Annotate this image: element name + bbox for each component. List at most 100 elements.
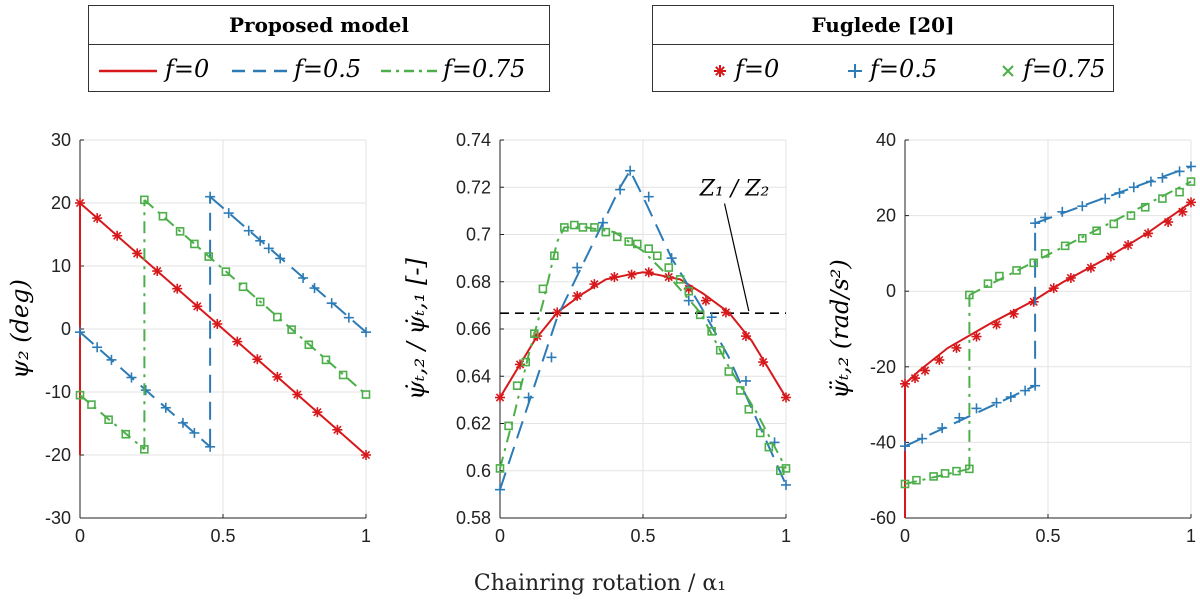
panel3-series-f05-marker-9 <box>1030 218 1041 229</box>
legend-label-model-f0: f=0 <box>165 55 210 83</box>
panel1-series-f05-marker-17 <box>326 298 337 309</box>
panel1-series-f05-marker-15 <box>298 272 309 283</box>
panel1-series-f075-marker-13 <box>273 312 282 322</box>
panel2-series-f0-line-0 <box>499 271 787 399</box>
panel3-series-f075-marker-3 <box>940 469 950 478</box>
panel2-series-f05-marker-9 <box>683 295 694 306</box>
panel2-y-tick-label-2: 0.62 <box>456 414 491 434</box>
panel1-series-f075-marker-16 <box>321 355 331 365</box>
panel3-series-f05-marker-17 <box>1157 172 1168 183</box>
panel3-series-f0-marker-11 <box>1085 262 1096 273</box>
legend-plus-icon <box>848 64 862 78</box>
panel2-series-f0-marker-8 <box>643 267 654 278</box>
panel3-series-f075-marker-17 <box>1140 202 1150 212</box>
panel2-y-tick-label-4: 0.66 <box>456 319 491 339</box>
panel3-y-tick-label-5: 40 <box>876 130 896 150</box>
panel2-series-f0-marker-5 <box>589 279 600 290</box>
panel3-series-f05-marker-19 <box>1186 161 1196 172</box>
panel3-series-f075-marker-12 <box>1060 241 1070 251</box>
panel3-series-f05-marker-3 <box>954 412 965 423</box>
panel1-series-f0-marker-1 <box>92 213 103 224</box>
panel3-series-f075-marker-18 <box>1158 194 1167 203</box>
panel3-series-f0-marker-0 <box>900 378 910 389</box>
panel2-series-f0-marker-15 <box>781 392 791 403</box>
panel2-series-f05-marker-1 <box>523 392 534 403</box>
panel2-series-f075-marker-6 <box>550 251 559 261</box>
panel1-y-tick-label-1: -20 <box>45 445 71 465</box>
panel1-series-f075-marker-14 <box>287 325 296 334</box>
panel3-y-tick-label-1: -40 <box>870 432 896 452</box>
panel2-series-f075-marker-7 <box>560 223 569 232</box>
panel2-series-f0-marker-4 <box>572 290 583 301</box>
panel2-series-f075-marker-16 <box>652 251 662 261</box>
panel1-x-tick-label-2: 1 <box>361 526 371 546</box>
panel1-series-f0-marker-13 <box>332 424 343 435</box>
panel3-series-f075-marker-6 <box>965 290 974 300</box>
panel3-series-f05-line-0 <box>904 384 1036 448</box>
panel1-series-f075-marker-8 <box>190 239 199 249</box>
legend-entry-model-f05: f=0.5 <box>232 51 372 91</box>
panel2-series-f075-marker-19 <box>684 286 694 296</box>
panel1-y-tick-label-5: 20 <box>51 193 71 213</box>
panel1-series-f0-marker-8 <box>232 336 243 347</box>
panel1-series-f05-marker-7 <box>189 427 200 438</box>
panel1-series-f05-marker-10 <box>223 208 234 219</box>
panel3-series-f075-marker-11 <box>1040 249 1050 258</box>
panel1-series-f05-marker-11 <box>243 225 254 236</box>
panel3-series-f075-marker-0 <box>900 479 910 489</box>
panel3-series-f0-marker-15 <box>1163 217 1174 228</box>
legend-entry-ref-f05: f=0.5 <box>840 51 970 91</box>
panel1-x-tick-label-1: 0.5 <box>210 526 235 546</box>
panel1-series-f075-marker-0 <box>75 390 85 400</box>
panel1-series-f05-marker-14 <box>275 253 286 264</box>
panel1-series-f05-marker-18 <box>343 312 354 323</box>
panel3-series-f05-marker-2 <box>937 423 948 434</box>
panel2-y-axis-label: ψ̇ₜ,₂ / ψ̇ₜ,₁ [-] <box>402 257 430 399</box>
panel1-series-f075-marker-1 <box>87 400 96 409</box>
panel2-series-f05-marker-8 <box>666 253 677 264</box>
legend-entry-model-f0: f=0 <box>99 51 229 91</box>
panel3-series-f075-marker-10 <box>1029 258 1038 268</box>
panel2-series-f075-marker-15 <box>644 244 654 253</box>
legend-label-ref-f075: f=0.75 <box>1023 55 1106 83</box>
panel3-series-f075-marker-8 <box>995 271 1004 281</box>
panel3-x-tick-label-2: 1 <box>1186 526 1196 546</box>
panel2-series-f075-marker-28 <box>775 466 785 476</box>
panel1-y-tick-label-3: 0 <box>61 319 71 339</box>
legend-label-ref-f0: f=0 <box>735 55 780 83</box>
panel2-series-f075-marker-20 <box>695 310 705 320</box>
panel2-series-f075-marker-8 <box>570 220 579 230</box>
legend-label-model-f05: f=0.5 <box>294 55 362 83</box>
panel2-series-f075-marker-29 <box>781 464 791 473</box>
panel1-series-f05-marker-2 <box>106 354 117 365</box>
panel2-series-f0-marker-11 <box>700 295 711 306</box>
panel2-series-f0-marker-14 <box>758 357 769 368</box>
panel1-series-f0-marker-14 <box>361 450 371 460</box>
panel2-series-f0-marker-1 <box>515 359 526 370</box>
panel1-series-f075-marker-12 <box>255 297 265 307</box>
panel3-y-tick-label-4: 20 <box>876 206 896 226</box>
panel1-series-f075-marker-7 <box>175 227 185 236</box>
panel3-series-f05-marker-13 <box>1100 193 1111 204</box>
panel3-series-f05-line-2 <box>1034 165 1192 225</box>
panel1-series-f0-marker-12 <box>312 407 323 418</box>
panel2-series-f05-marker-6 <box>625 165 636 176</box>
panel1-series-f05-marker-1 <box>92 342 103 353</box>
panel1-series-f05-marker-4 <box>140 385 151 396</box>
panel2-series-f075-marker-13 <box>624 237 634 246</box>
panel1-series-f075-marker-2 <box>104 415 113 425</box>
panel2-series-f05-marker-13 <box>781 479 791 490</box>
panel3-series-f05-marker-4 <box>971 403 982 414</box>
panel2-annotation-pointer <box>723 203 750 312</box>
panel3-series-f075-marker-7 <box>983 279 993 288</box>
panel2-series-f075-marker-22 <box>715 345 725 355</box>
panel1-series-f075-marker-6 <box>158 211 168 221</box>
panel1-series-f075-marker-3 <box>121 429 131 439</box>
panel3-series-f0-marker-1 <box>910 373 921 384</box>
panel3-series-f05-marker-14 <box>1114 187 1125 198</box>
panel2-x-tick-label-2: 1 <box>781 526 791 546</box>
panel2-series-f075-marker-9 <box>578 223 588 232</box>
panel1-series-f075-marker-18 <box>361 390 371 399</box>
panel1-series-f0-marker-2 <box>112 230 123 241</box>
panel3-series-f0-marker-13 <box>1123 240 1134 251</box>
